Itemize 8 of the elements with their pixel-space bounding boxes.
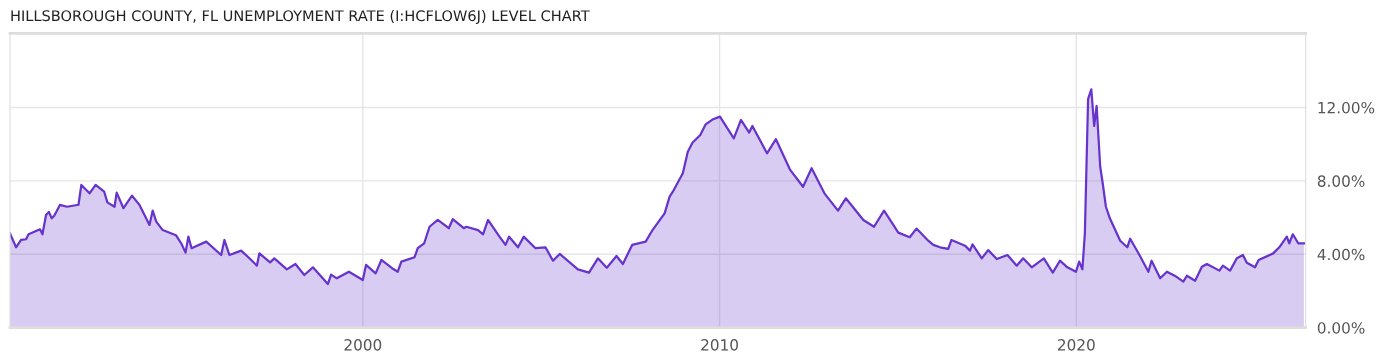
y-tick-label: 4.00% [1317,248,1365,261]
x-tick-label: 2020 [1057,339,1095,351]
y-tick-label: 0.00% [1317,322,1365,334]
y-tick-label: 8.00% [1317,175,1365,187]
chart-title: HILLSBOROUGH COUNTY, FL UNEMPLOYMENT RATE (I:HCFLOW6J) LEVEL CHART [11,9,590,24]
x-tick-label: 2010 [701,339,738,351]
x-tick-label: 2000 [344,339,382,351]
y-tick-label: 12.00% [1318,101,1375,114]
